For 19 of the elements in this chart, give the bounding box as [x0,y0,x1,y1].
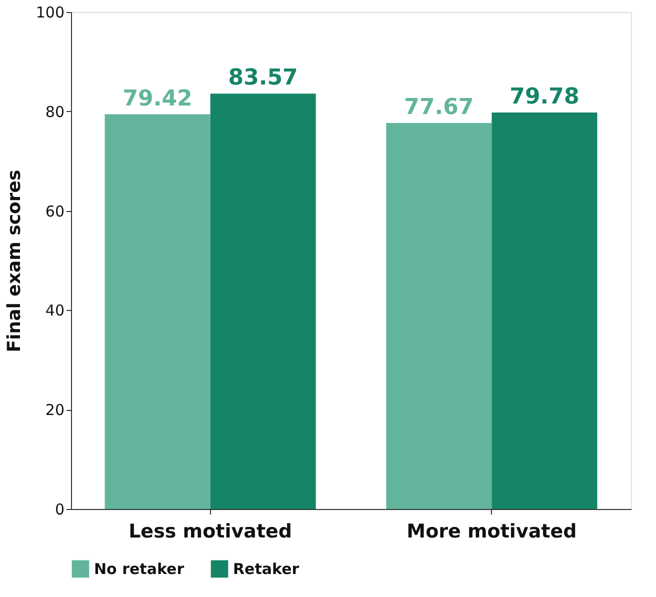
y-tick-label: 20 [45,401,64,420]
bar [104,114,210,509]
data-label: 77.67 [404,94,474,120]
bar [492,112,598,509]
data-label: 79.78 [510,84,580,110]
data-label: 79.42 [122,86,192,112]
y-tick-label: 0 [54,500,64,518]
legend-label: Retaker [233,560,300,578]
data-label: 83.57 [228,66,298,91]
bar [210,94,316,509]
x-tick-label: Less motivated [128,520,292,542]
y-tick-label: 60 [45,202,64,220]
y-axis-title: Final exam scores [4,170,25,352]
y-tick-label: 100 [36,4,64,22]
legend-label: No retaker [94,560,185,578]
bar [386,122,492,509]
x-tick-label: More motivated [406,520,577,542]
y-tick-label: 80 [45,102,64,121]
y-tick-label: 40 [45,302,64,320]
